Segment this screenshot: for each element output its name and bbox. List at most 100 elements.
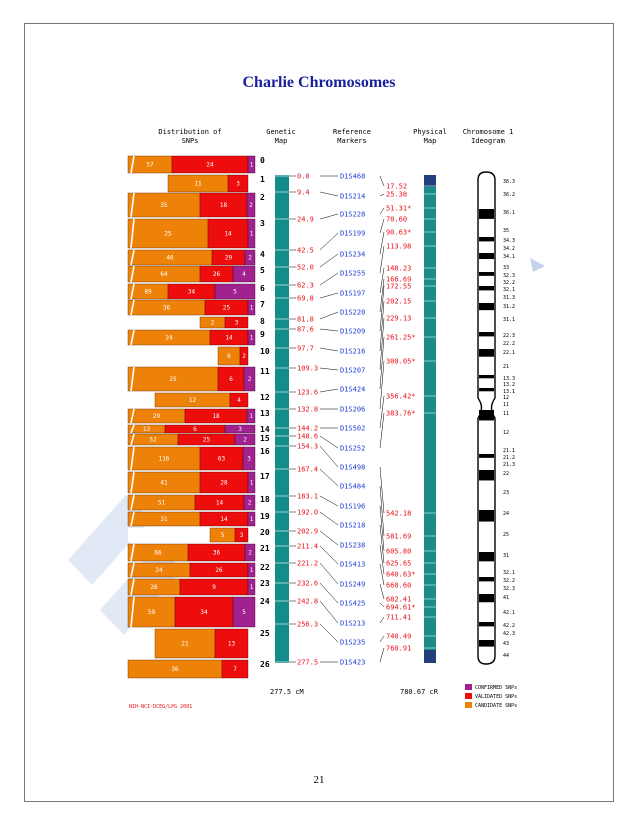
snp-row: 26 9 1 23 bbox=[127, 578, 270, 596]
validated-count: 34 bbox=[200, 609, 208, 616]
confirmed-bar bbox=[247, 299, 256, 316]
ideogram-band bbox=[479, 640, 494, 647]
candidate-count: 6 bbox=[227, 353, 231, 360]
physical-link bbox=[379, 524, 385, 564]
candidate-count: 51 bbox=[158, 500, 166, 507]
band-label: 13.3 bbox=[503, 376, 515, 382]
band-label: 43 bbox=[503, 641, 509, 647]
reference-marker: D1S425 bbox=[340, 600, 365, 608]
header-reference-2: Markers bbox=[337, 137, 367, 145]
physical-total: 780.67 cR bbox=[400, 688, 439, 696]
confirmed-count: 1 bbox=[250, 335, 254, 342]
candidate-count: 11 bbox=[194, 181, 202, 188]
genetic-position: 211.4 bbox=[297, 543, 318, 551]
validated-count: 18 bbox=[212, 413, 220, 420]
genetic-position: 242.8 bbox=[297, 598, 318, 606]
interval-label: 10 bbox=[260, 347, 270, 356]
reference-marker: D1S207 bbox=[340, 367, 365, 375]
validated-count: 26 bbox=[215, 567, 223, 574]
marker-link bbox=[319, 311, 339, 320]
candidate-count: 36 bbox=[171, 666, 179, 673]
page-frame bbox=[24, 23, 614, 802]
marker-link bbox=[319, 545, 339, 565]
snp-row: 29 18 1 13 bbox=[127, 408, 270, 424]
genetic-position: 9.4 bbox=[297, 189, 310, 197]
candidate-count: 2 bbox=[211, 320, 215, 327]
marker-link bbox=[319, 468, 339, 487]
ideogram-band bbox=[479, 594, 494, 603]
physical-bar-end bbox=[424, 175, 436, 187]
genetic-position: 183.1 bbox=[297, 493, 318, 501]
ideogram-band bbox=[479, 454, 494, 458]
physical-position: 202.15 bbox=[386, 298, 411, 306]
physical-bar-end bbox=[424, 650, 436, 663]
physical-link bbox=[379, 317, 385, 371]
physical-link bbox=[379, 395, 385, 429]
axis-break bbox=[130, 329, 135, 346]
confirmed-count: 1 bbox=[250, 305, 254, 312]
confirmed-bar bbox=[247, 471, 256, 494]
snp-row: 6 2 10 bbox=[128, 346, 270, 366]
snp-row: 12 4 12 bbox=[128, 392, 270, 408]
band-label: 31 bbox=[503, 553, 509, 559]
band-label: 23 bbox=[503, 490, 509, 496]
confirmed-count: 1 bbox=[250, 162, 254, 169]
genetic-position: 87.6 bbox=[297, 326, 314, 334]
header-distribution-1: Distribution of bbox=[158, 128, 221, 136]
ideogram-band bbox=[479, 410, 494, 421]
physical-link bbox=[379, 193, 385, 197]
confirmed-bar bbox=[247, 329, 256, 346]
candidate-count: 24 bbox=[155, 567, 163, 574]
band-label: 12 bbox=[503, 395, 509, 401]
reference-marker: D1S484 bbox=[340, 483, 365, 491]
genetic-position: 167.4 bbox=[297, 466, 318, 474]
physical-position: 383.76* bbox=[386, 410, 416, 418]
confirmed-bar bbox=[243, 494, 256, 511]
marker-link bbox=[319, 272, 339, 286]
marker-link bbox=[319, 213, 339, 220]
validated-count: 9 bbox=[212, 584, 216, 591]
band-label: 12 bbox=[503, 430, 509, 436]
validated-count: 7 bbox=[233, 666, 237, 673]
validated-bar bbox=[174, 596, 234, 628]
marker-link bbox=[319, 388, 339, 393]
validated-count: 25 bbox=[203, 437, 211, 444]
confirmed-count: 2 bbox=[249, 202, 253, 209]
band-label: 31.2 bbox=[503, 304, 515, 310]
candidate-count: 57 bbox=[146, 162, 154, 169]
band-label: 22.2 bbox=[503, 341, 515, 347]
marker-link bbox=[319, 253, 339, 268]
legend-swatch-confirmed bbox=[465, 684, 472, 690]
candidate-bar bbox=[127, 218, 209, 249]
physical-link bbox=[379, 583, 385, 600]
validated-count: 3 bbox=[235, 320, 239, 327]
header-ideogram-2: Ideogram bbox=[471, 137, 505, 145]
interval-label: 1 bbox=[260, 175, 265, 184]
candidate-count: 5 bbox=[221, 532, 225, 539]
snp-row: 46 29 2 4 bbox=[127, 249, 265, 266]
physical-link bbox=[379, 616, 385, 624]
physical-link bbox=[379, 635, 385, 643]
interval-label: 20 bbox=[260, 528, 270, 537]
genetic-position: 69.8 bbox=[297, 295, 314, 303]
candidate-bar bbox=[127, 366, 219, 392]
genetic-position: 97.7 bbox=[297, 345, 314, 353]
physical-position: 300.05* bbox=[386, 358, 416, 366]
interval-label: 9 bbox=[260, 330, 265, 339]
legend: CONFIRMED SNPs VALIDATED SNPs CANDIDATE … bbox=[465, 684, 517, 709]
genetic-position: 148.6 bbox=[297, 433, 318, 441]
axis-break bbox=[130, 543, 135, 562]
legend-validated: VALIDATED SNPs bbox=[475, 694, 517, 700]
candidate-count: 89 bbox=[144, 289, 152, 296]
marker-link bbox=[319, 530, 339, 546]
genetic-position: 144.2 bbox=[297, 425, 318, 433]
reference-marker: D1S413 bbox=[340, 561, 365, 569]
band-label: 34.2 bbox=[503, 246, 515, 252]
band-label: 32.3 bbox=[503, 586, 515, 592]
ideogram-band bbox=[479, 286, 494, 291]
marker-link bbox=[319, 435, 339, 449]
candidate-count: 26 bbox=[150, 584, 158, 591]
reference-marker: D1S199 bbox=[340, 230, 365, 238]
snp-row: 51 14 2 18 bbox=[127, 494, 270, 511]
reference-markers: D1S468 D1S214 D1S228 D1S199 D1S234 D1S255 D1S1… bbox=[340, 173, 365, 667]
